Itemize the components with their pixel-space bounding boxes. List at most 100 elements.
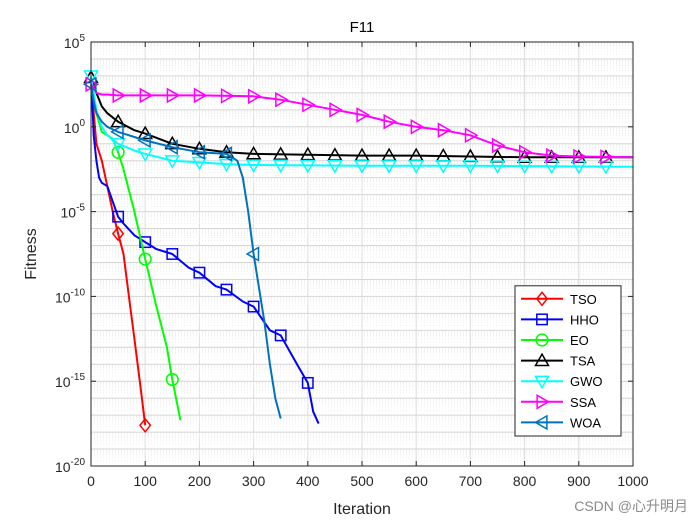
triangle-right-marker	[546, 147, 560, 164]
x-tick-label: 200	[188, 473, 212, 489]
diamond-marker	[535, 291, 549, 307]
circle-marker	[165, 372, 179, 387]
x-axis-label: Iteration	[333, 501, 391, 518]
x-tick-label: 300	[242, 473, 266, 489]
triangle-down-marker	[408, 160, 424, 174]
legend-entry-eo: EO	[521, 333, 589, 348]
triangle-right-marker	[518, 144, 533, 161]
x-tick-label: 100	[134, 473, 158, 489]
x-tick-label: 0	[87, 473, 95, 489]
watermark: CSDN @心升明月	[574, 498, 688, 514]
legend: TSO HHO EO TSA GWO SSA WOA	[514, 285, 622, 437]
chart-title: F11	[350, 19, 375, 36]
legend-entry-tso: TSO	[521, 291, 597, 307]
legend-entry-hho: HHO	[521, 312, 599, 327]
y-tick-label: 100	[64, 118, 86, 136]
series-line-ssa	[90, 83, 634, 159]
triangle-down-marker	[462, 160, 479, 174]
triangle-left-marker	[110, 124, 124, 140]
triangle-right-marker	[139, 87, 154, 104]
legend-label-tsa: TSA	[570, 354, 596, 369]
triangle-up-marker	[272, 146, 289, 160]
triangle-left-marker	[191, 144, 206, 161]
x-tick-label: 900	[567, 473, 591, 489]
square-marker	[301, 376, 314, 389]
x-tick-label: 600	[405, 473, 429, 489]
series-line-woa	[90, 84, 282, 419]
triangle-down-marker	[354, 160, 370, 174]
legend-label-gwo: GWO	[570, 374, 603, 389]
triangle-up-marker	[164, 135, 181, 150]
y-axis-label: Fitness	[23, 228, 40, 280]
triangle-right-marker	[329, 102, 343, 118]
x-tick-label: 400	[296, 473, 320, 489]
triangle-left-marker	[245, 246, 260, 262]
triangle-right-marker	[600, 149, 614, 165]
x-tick-label: 800	[513, 473, 537, 489]
triangle-right-marker	[491, 137, 506, 154]
square-marker	[112, 210, 125, 223]
triangle-down-marker	[245, 159, 262, 173]
triangle-left-marker	[164, 139, 178, 155]
triangle-up-marker	[516, 149, 533, 163]
y-tick-label: 10-5	[61, 203, 86, 221]
triangle-left-marker	[82, 76, 97, 93]
y-tick-label: 10-20	[55, 457, 85, 475]
triangle-right-marker	[112, 87, 127, 104]
triangle-down-marker	[381, 160, 397, 174]
triangle-down-marker	[164, 155, 181, 169]
square-marker	[166, 248, 179, 260]
triangle-right-marker	[275, 91, 289, 108]
triangle-left-marker	[218, 146, 233, 162]
triangle-left-marker	[137, 132, 151, 149]
square-marker	[536, 313, 548, 326]
diamond-marker	[139, 417, 152, 433]
legend-entry-ssa: SSA	[521, 394, 596, 410]
triangle-right-marker	[166, 87, 181, 104]
triangle-right-marker	[383, 113, 398, 130]
series-woa	[82, 76, 282, 419]
square-marker	[139, 236, 152, 249]
triangle-down-marker	[598, 160, 614, 175]
legend-entry-gwo: GWO	[521, 374, 603, 390]
triangle-up-marker	[191, 140, 208, 155]
triangle-up-marker	[245, 145, 262, 160]
triangle-down-marker	[516, 160, 533, 175]
triangle-down-marker	[327, 159, 343, 174]
x-tick-label: 1000	[617, 473, 648, 489]
legend-label-hho: HHO	[570, 312, 599, 327]
triangle-up-marker	[534, 352, 550, 367]
x-tick-label: 700	[459, 473, 483, 489]
triangle-down-marker	[137, 148, 153, 162]
square-marker	[220, 283, 233, 296]
circle-marker	[535, 333, 549, 347]
diamond-marker	[111, 225, 125, 242]
series-ssa	[85, 76, 634, 165]
y-tick-label: 105	[64, 33, 86, 51]
triangle-up-marker	[137, 125, 153, 140]
triangle-right-marker	[437, 122, 452, 138]
y-tick-label: 10-15	[55, 372, 85, 390]
triangle-right-marker	[410, 119, 425, 135]
legend-entry-woa: WOA	[521, 414, 601, 431]
y-tick-label: 10-10	[55, 287, 85, 305]
triangle-down-marker	[534, 375, 550, 390]
triangle-down-marker	[435, 160, 452, 174]
circle-marker	[138, 252, 152, 266]
triangle-right-marker	[247, 88, 262, 105]
triangle-down-marker	[300, 159, 316, 174]
grid-lines	[90, 41, 634, 467]
series-hho	[90, 84, 320, 425]
square-marker	[247, 300, 260, 313]
triangle-right-marker	[220, 88, 235, 104]
triangle-right-marker	[573, 148, 587, 165]
triangle-right-marker	[356, 107, 371, 123]
square-marker	[193, 266, 206, 279]
triangle-left-marker	[533, 414, 548, 431]
legend-label-ssa: SSA	[570, 395, 596, 410]
triangle-up-marker	[300, 146, 316, 161]
triangle-down-marker	[489, 160, 506, 174]
axis-ticks: 0 100 200 300 400 500 600 700 800 900 1000 10-20 10-…	[55, 33, 649, 489]
triangle-down-marker	[272, 159, 289, 174]
square-marker	[274, 329, 287, 342]
